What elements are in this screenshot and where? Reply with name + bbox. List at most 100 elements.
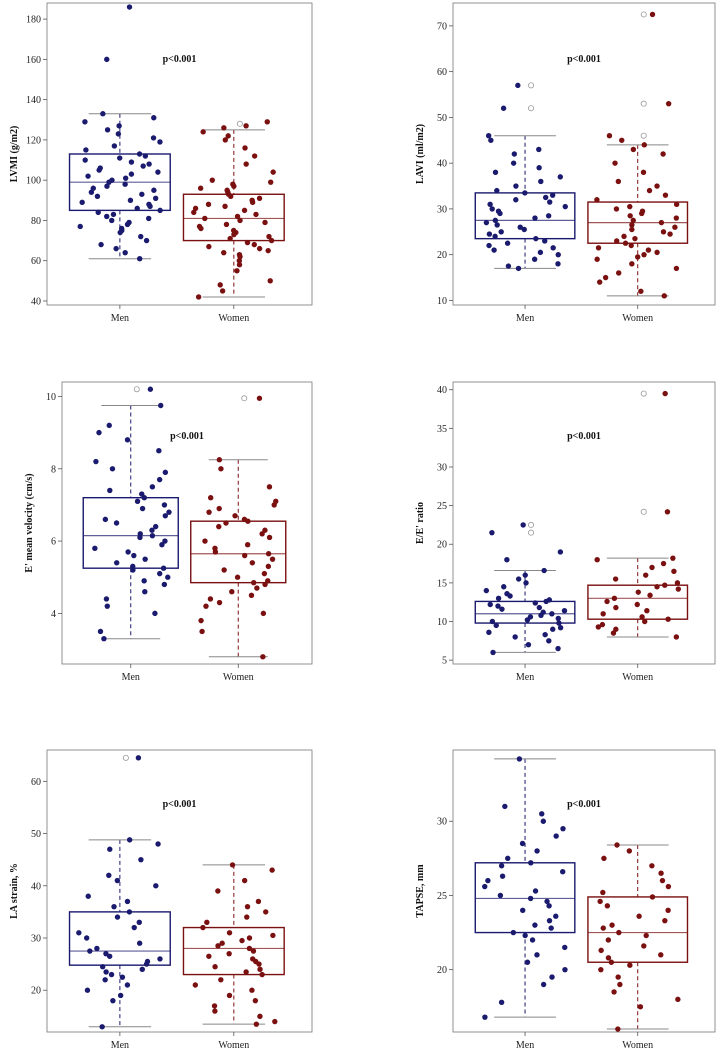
data-point (149, 532, 156, 539)
data-point (152, 195, 159, 201)
data-point (546, 638, 552, 644)
data-point (149, 484, 156, 490)
data-point (241, 516, 248, 523)
data-point (139, 191, 145, 197)
data-point (253, 1021, 260, 1027)
data-point (613, 206, 620, 212)
data-point (615, 974, 621, 980)
data-point (636, 913, 642, 919)
iqr-box (587, 584, 689, 620)
data-point (511, 151, 518, 157)
outlier-point (640, 132, 647, 139)
data-point (236, 258, 243, 264)
data-point (615, 178, 622, 185)
data-point (229, 588, 235, 595)
data-point (502, 803, 508, 810)
data-point (206, 243, 212, 250)
data-point (532, 215, 538, 221)
data-point (485, 132, 492, 139)
data-point (256, 395, 263, 401)
data-point (557, 549, 564, 555)
data-point (219, 288, 226, 294)
y-tick-label: 160 (26, 55, 41, 66)
data-point (505, 855, 511, 862)
data-point (209, 177, 215, 183)
data-point (165, 574, 171, 580)
data-point (515, 265, 522, 272)
y-tick-label: 50 (437, 113, 447, 124)
data-point (562, 203, 568, 210)
data-point (149, 527, 155, 533)
data-point (265, 551, 272, 557)
data-point (600, 889, 606, 896)
data-point (487, 601, 493, 608)
data-point (127, 197, 134, 204)
series-women (182, 862, 285, 1027)
data-point (658, 952, 664, 958)
data-point (599, 621, 606, 628)
data-point (534, 848, 540, 854)
data-point (142, 556, 148, 562)
data-point (243, 123, 249, 129)
data-point (110, 997, 116, 1004)
data-point (266, 534, 273, 541)
y-axis-label: TAPSE, mm (415, 864, 426, 918)
data-point (654, 183, 660, 189)
data-point (497, 892, 504, 899)
y-tick-label: 30 (437, 462, 447, 473)
data-point (97, 165, 103, 171)
data-point (614, 842, 620, 848)
data-point (658, 219, 665, 226)
data-point (251, 153, 258, 159)
data-point (630, 217, 636, 224)
data-point (627, 962, 633, 968)
data-point (137, 531, 143, 537)
data-point (161, 502, 168, 508)
y-tick-label: 25 (437, 891, 447, 902)
data-point (660, 151, 666, 157)
outlier-point (528, 521, 535, 528)
data-point (513, 197, 519, 203)
data-point (642, 618, 648, 625)
series-men (474, 756, 576, 1020)
data-point (531, 256, 538, 262)
data-point (634, 254, 641, 260)
data-point (605, 955, 612, 961)
data-point (521, 226, 527, 233)
x-tick-label: Men (516, 1040, 534, 1051)
data-point (611, 989, 617, 995)
data-point (248, 592, 255, 599)
data-point (114, 877, 121, 884)
data-point (540, 981, 547, 988)
outlier-point (640, 100, 647, 107)
y-tick-label: 180 (26, 15, 41, 26)
data-point (662, 917, 668, 924)
p-value-annotation: p<0.001 (567, 54, 601, 65)
data-point (256, 195, 263, 201)
iqr-box (474, 862, 576, 934)
data-point (239, 937, 245, 944)
data-point (649, 863, 655, 869)
data-point (94, 193, 101, 199)
y-tick-label: 120 (26, 135, 41, 146)
data-point (232, 513, 238, 519)
outlier-point (528, 105, 535, 112)
outlier-point (640, 390, 647, 397)
data-point (629, 222, 635, 228)
data-point (646, 187, 653, 194)
data-point (221, 125, 227, 131)
data-point (606, 132, 613, 139)
data-point (555, 251, 561, 258)
y-tick-label: 8 (51, 464, 56, 475)
data-point (160, 565, 167, 571)
data-point (665, 907, 671, 913)
data-point (532, 888, 539, 894)
data-point (205, 201, 212, 208)
series-men (68, 4, 171, 262)
y-axis-label: E' mean velocity (cm/s) (24, 473, 35, 572)
data-point (562, 944, 568, 951)
data-point (602, 274, 609, 281)
data-point (103, 950, 109, 957)
data-point (241, 552, 248, 559)
